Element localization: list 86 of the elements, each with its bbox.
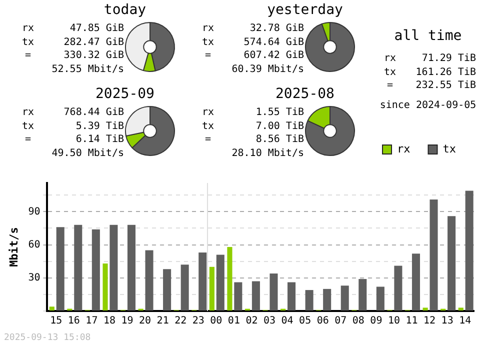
bar	[358, 279, 367, 310]
bar	[422, 308, 428, 310]
chart-title: today	[102, 2, 148, 18]
bar	[323, 288, 332, 310]
legend-label: rx	[397, 142, 411, 156]
text: tx 574.64 GiB	[202, 36, 304, 48]
x-tick-label: 15	[50, 316, 62, 327]
x-tick-label: 00	[210, 316, 222, 327]
bar	[216, 254, 224, 310]
bar	[465, 190, 474, 310]
bar	[49, 306, 54, 310]
x-tick-label: 22	[174, 316, 187, 327]
x-tick-label: 09	[370, 316, 382, 327]
bar	[92, 229, 100, 310]
x-tick-label: 08	[352, 316, 364, 327]
text: since 2024-09-05	[378, 100, 478, 110]
bar	[252, 281, 260, 310]
bar	[430, 200, 438, 310]
x-tick-label: 02	[246, 316, 258, 327]
bar	[209, 266, 214, 310]
x-tick-label: 12	[424, 316, 436, 327]
text: rx 1.55 TiB	[202, 107, 304, 118]
x-tick-label: 19	[121, 316, 134, 327]
x-tick-label: 05	[299, 316, 312, 327]
x-tick-label: 07	[334, 316, 347, 327]
text: all time	[393, 28, 463, 44]
text: rx 32.78 GiB	[202, 23, 304, 34]
bar	[448, 216, 456, 310]
text: = 6.14 TiB	[24, 134, 124, 145]
x-tick-label: 16	[68, 316, 80, 327]
bar	[394, 266, 402, 310]
x-tick-label: 06	[316, 316, 329, 327]
bar	[305, 290, 314, 310]
bar	[74, 224, 82, 310]
bar	[56, 227, 64, 310]
text: 2025-09-13 15:08	[4, 333, 91, 343]
bar	[127, 224, 136, 310]
x-tick-label: 17	[86, 316, 98, 327]
y-tick-label: 90	[28, 206, 40, 218]
x-tick-label: 13	[441, 316, 454, 327]
legend-label: tx	[442, 142, 456, 156]
y-tick-label: 30	[28, 272, 40, 284]
text: tx 7.00 TiB	[202, 120, 304, 132]
text: rx 768.44 GiB	[22, 107, 124, 118]
chart-title: 2025-08	[274, 86, 336, 102]
text: = 330.32 GiB	[24, 50, 124, 61]
bar	[145, 250, 154, 310]
x-tick-label: 20	[139, 316, 152, 327]
text: rx 71.29 TiB	[384, 53, 476, 64]
text: 49.50 Mbit/s	[50, 146, 124, 160]
bar	[458, 308, 464, 310]
x-tick-label: 10	[388, 316, 400, 327]
text: 28.10 Mbit/s	[230, 146, 304, 160]
x-tick-label: 23	[192, 316, 204, 327]
text: 52.55 Mbit/s	[50, 62, 124, 76]
bar	[110, 224, 118, 310]
bar	[270, 273, 278, 310]
text: = 8.56 TiB	[204, 134, 304, 145]
x-tick-label: 18	[103, 316, 116, 327]
text: tx 282.47 GiB	[22, 36, 124, 48]
text: = 232.55 TiB	[386, 80, 476, 91]
bar	[198, 252, 207, 310]
y-axis-title: Mbit/s	[7, 227, 20, 267]
bar	[288, 282, 296, 310]
x-tick-label: 21	[156, 316, 169, 327]
bar	[412, 254, 420, 310]
x-tick-label: 04	[281, 316, 294, 327]
x-tick-label: 14	[459, 316, 472, 327]
x-tick-label: 11	[406, 316, 418, 327]
chart-title: yesterday	[266, 2, 344, 18]
bar	[102, 264, 108, 310]
text: 60.39 Mbit/s	[230, 62, 304, 76]
text: tx 161.26 TiB	[384, 66, 476, 78]
chart-title: 2025-09	[94, 86, 156, 102]
bar	[227, 247, 232, 310]
bar	[234, 282, 242, 310]
bar	[180, 264, 189, 310]
x-tick-label: 01	[228, 316, 240, 327]
text: = 607.42 GiB	[204, 50, 304, 61]
text: rx 47.85 GiB	[22, 23, 124, 34]
text: tx 5.39 TiB	[22, 120, 124, 132]
bar	[340, 286, 349, 310]
x-tick-label: 03	[263, 316, 276, 327]
bar	[163, 269, 172, 310]
bar	[376, 286, 384, 310]
y-tick-label: 60	[28, 239, 40, 250]
